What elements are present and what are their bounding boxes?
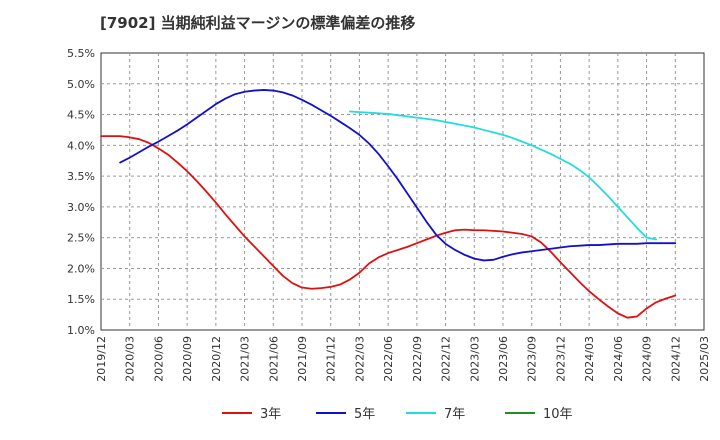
x-tick-label: 2023/06 (497, 336, 510, 382)
x-tick-label: 2023/12 (554, 336, 567, 382)
x-tick-label: 2024/09 (641, 336, 654, 382)
x-tick-label: 2021/03 (239, 336, 252, 382)
x-tick-label: 2024/03 (583, 336, 596, 382)
x-tick-label: 2024/06 (612, 336, 625, 382)
series-lines (100, 89, 677, 319)
x-tick-label: 2023/09 (526, 336, 539, 382)
x-tick-label: 2023/03 (468, 336, 481, 382)
x-tick-label: 2020/03 (124, 336, 137, 382)
series-line-3年 (100, 135, 677, 319)
y-tick-label: 2.5% (67, 232, 95, 245)
legend-label-5年: 5年 (354, 407, 375, 422)
plot-area (100, 52, 705, 331)
y-tick-label: 3.0% (67, 201, 95, 214)
x-tick-label: 2021/09 (296, 336, 309, 382)
y-tick-label: 2.0% (67, 262, 95, 275)
x-tick-label: 2022/09 (411, 336, 424, 382)
x-tick-label: 2019/12 (95, 336, 108, 382)
y-tick-label: 1.5% (67, 293, 95, 306)
x-tick-label: 2025/03 (698, 336, 711, 382)
chart-title: [7902] 当期純利益マージンの標準偏差の推移 (100, 14, 416, 32)
x-tick-label: 2020/12 (210, 336, 223, 382)
y-tick-label: 5.0% (67, 78, 95, 91)
x-tick-label: 2021/06 (267, 336, 280, 382)
y-tick-label: 3.5% (67, 170, 95, 183)
legend-label-3年: 3年 (260, 407, 281, 422)
legend-label-10年: 10年 (543, 407, 573, 422)
y-tick-label: 4.5% (67, 109, 95, 122)
y-tick-label: 1.0% (67, 324, 95, 337)
legend: 3年 5年 7年 10年 (222, 407, 573, 422)
x-tick-label: 2020/09 (181, 336, 194, 382)
y-tick-label: 5.5% (67, 47, 95, 60)
series-line-5年 (119, 89, 677, 262)
x-tick-label: 2022/12 (440, 336, 453, 382)
series-line-7年 (348, 110, 658, 241)
x-axis: 2019/12 2020/03 2020/06 2020/09 2020/12 2021/… (95, 336, 711, 382)
legend-label-7年: 7年 (444, 407, 465, 422)
y-axis: 1.0% 1.5% 2.0% 2.5% 3.0% 3.5% 4.0% 4.5% 5.0% 5.5% (67, 47, 95, 337)
x-tick-label: 2021/12 (325, 336, 338, 382)
grid-lines (101, 53, 704, 330)
y-tick-label: 4.0% (67, 139, 95, 152)
x-tick-label: 2020/06 (152, 336, 165, 382)
x-tick-label: 2022/06 (382, 336, 395, 382)
x-tick-label: 2024/12 (669, 336, 682, 382)
x-tick-label: 2022/03 (353, 336, 366, 382)
